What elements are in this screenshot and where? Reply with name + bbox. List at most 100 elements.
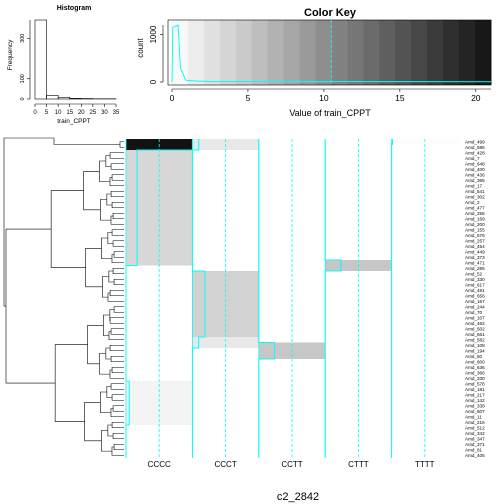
row-label: Amd_257 — [465, 238, 485, 243]
color-key-x-label: Value of train_CPPT — [289, 108, 371, 118]
histogram-panel: Histogram 0 5 10 15 20 25 30 35 0 100 300 train_C… — [7, 5, 120, 125]
dendrogram-branch — [99, 354, 110, 375]
dendrogram-branch — [101, 431, 112, 452]
row-label: Amd_454 — [465, 244, 485, 249]
color-key-y-tick-label: 1000 — [149, 25, 158, 43]
histogram-x-tick-label: 0 — [33, 110, 37, 116]
row-label: Amd_617 — [465, 282, 485, 287]
row-label: Amd_256 — [465, 211, 485, 216]
row-label: Amd_155 — [465, 227, 485, 232]
row-label: Amd_477 — [465, 205, 485, 210]
color-key-swatch — [379, 20, 395, 85]
row-label: Amd_636 — [465, 365, 485, 370]
dendrogram-branch — [55, 345, 87, 422]
column-labels: CCCC CCCT CCTT CTTT TTTT — [148, 460, 435, 469]
color-key-x-tick-label: 15 — [395, 93, 405, 103]
row-label: Amd_52 — [465, 271, 483, 276]
color-key-x-tick-label: 5 — [246, 93, 251, 103]
row-label: Amd_200 — [465, 222, 485, 227]
row-label: Amd_373 — [465, 255, 485, 260]
heatmap-trace — [392, 139, 393, 458]
heatmap-panel: Amd_499Amd_586Amd_428Amd_7Amd_648Amd_400… — [126, 139, 485, 469]
color-key-swatch — [332, 20, 348, 85]
heatmap-trace — [259, 139, 275, 458]
dendrogram-branch — [111, 164, 124, 170]
heatmap-trace — [325, 139, 341, 458]
row-label: Amd_502 — [465, 326, 485, 331]
color-key-swatch — [268, 20, 284, 85]
row-label: Amd_181 — [465, 387, 485, 392]
color-key-y-tick-label: 0 — [149, 79, 158, 84]
dendrogram-branch — [111, 356, 124, 362]
color-key-swatch — [284, 20, 300, 85]
color-key-swatch — [459, 20, 475, 85]
heatmap-cell-block — [126, 266, 192, 382]
dendrogram-branch — [113, 268, 124, 274]
row-label: Amd_449 — [465, 249, 485, 254]
column-label: TTTT — [415, 460, 435, 469]
row-labels: Amd_499Amd_586Amd_428Amd_7Amd_648Amd_400… — [465, 139, 485, 458]
histogram-y-tick-label: 300 — [20, 34, 26, 43]
row-label: Amd_600 — [465, 359, 485, 364]
histogram-x-tick-label: 35 — [113, 110, 120, 116]
color-key-swatch — [172, 20, 188, 85]
dendrogram-branch — [112, 367, 124, 373]
row-label: Amd_81 — [465, 447, 483, 452]
dendrogram-branch — [108, 293, 124, 301]
row-label: Amd_7 — [465, 156, 480, 161]
dendrogram-branch — [54, 138, 120, 145]
color-key-y-label: count — [136, 37, 145, 57]
row-label: Amd_656 — [465, 293, 485, 298]
row-label: Amd_428 — [465, 150, 485, 155]
dendrogram-branch — [112, 230, 124, 236]
histogram-title: Histogram — [57, 5, 92, 12]
color-key-swatch — [204, 20, 220, 85]
histogram-bar — [58, 97, 70, 99]
row-label: Amd_436 — [465, 172, 485, 177]
row-label: Amd_342 — [465, 431, 485, 436]
histogram-x-tick-label: 15 — [66, 110, 73, 116]
dendrogram-branch — [112, 175, 124, 181]
column-label: CCCT — [214, 460, 236, 469]
dendrogram-branch — [4, 138, 54, 306]
dendrogram-branch — [110, 290, 124, 296]
row-label: Amd_70 — [465, 310, 483, 315]
dendrogram-branch — [86, 248, 103, 287]
column-label: CCTT — [281, 460, 302, 469]
color-key-swatch — [220, 20, 236, 85]
heatmap-cell-block — [126, 150, 192, 266]
dendrogram-branch — [114, 252, 124, 258]
row-label: Amd_216 — [465, 420, 485, 425]
row-label: Amd_2 — [465, 200, 480, 205]
histogram-x-ticks: 0 5 10 15 20 25 30 35 — [33, 104, 120, 116]
row-label: Amd_338 — [465, 403, 485, 408]
histogram-bars — [35, 20, 116, 99]
row-label: Amd_217 — [465, 392, 485, 397]
dendrogram-branch — [112, 395, 124, 401]
color-key-y-ticks: 0 1000 — [149, 25, 163, 84]
histogram-bar — [35, 20, 47, 99]
dendrogram-branch — [112, 422, 124, 428]
dendrogram-branch — [114, 444, 124, 450]
row-label: Amd_371 — [465, 442, 485, 447]
color-key-swatch — [252, 20, 268, 85]
row-label: Amd_582 — [465, 337, 485, 342]
color-key-title: Color Key — [304, 7, 357, 19]
dendrogram-branch — [51, 191, 85, 268]
color-key-x-tick-label: 10 — [319, 93, 329, 103]
dendrogram-branch — [85, 402, 102, 441]
dendrogram-branch — [113, 241, 124, 247]
row-label: Amd_285 — [465, 266, 485, 271]
color-key-swatch — [427, 20, 443, 85]
row-label: Amd_648 — [465, 161, 485, 166]
row-label: Amd_661 — [465, 332, 485, 337]
dendrogram-branch — [112, 202, 124, 208]
row-label: Amd_607 — [465, 409, 485, 414]
row-label: Amd_142 — [465, 398, 485, 403]
row-label: Amd_60 — [465, 354, 483, 359]
color-key-swatch — [188, 20, 204, 85]
color-key-swatch — [236, 20, 252, 85]
row-label: Amd_11 — [465, 414, 482, 419]
row-label: Amd_462 — [465, 321, 485, 326]
